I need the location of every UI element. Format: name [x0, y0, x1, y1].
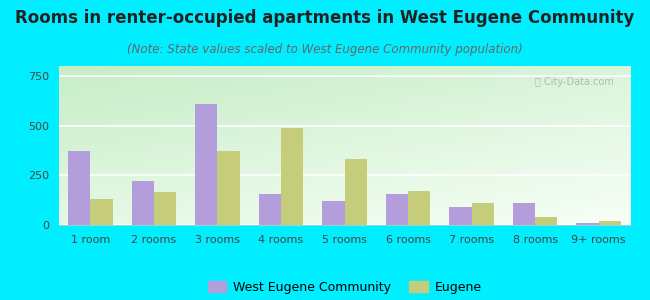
Bar: [217, 152, 240, 225]
Bar: [577, 223, 599, 225]
Bar: [449, 207, 472, 225]
Bar: [513, 203, 535, 225]
Text: Ⓒ City-Data.com: Ⓒ City-Data.com: [534, 77, 614, 87]
Bar: [408, 191, 430, 225]
Bar: [154, 192, 176, 225]
Text: (Note: State values scaled to West Eugene Community population): (Note: State values scaled to West Eugen…: [127, 44, 523, 56]
Bar: [68, 152, 90, 225]
Bar: [472, 203, 494, 225]
Bar: [131, 181, 154, 225]
Bar: [344, 159, 367, 225]
Bar: [90, 199, 112, 225]
Text: Rooms in renter-occupied apartments in West Eugene Community: Rooms in renter-occupied apartments in W…: [16, 9, 634, 27]
Bar: [322, 201, 344, 225]
Legend: West Eugene Community, Eugene: West Eugene Community, Eugene: [203, 276, 486, 299]
Bar: [535, 217, 558, 225]
Bar: [195, 104, 217, 225]
Bar: [386, 194, 408, 225]
Bar: [281, 128, 303, 225]
Bar: [259, 194, 281, 225]
Bar: [599, 221, 621, 225]
